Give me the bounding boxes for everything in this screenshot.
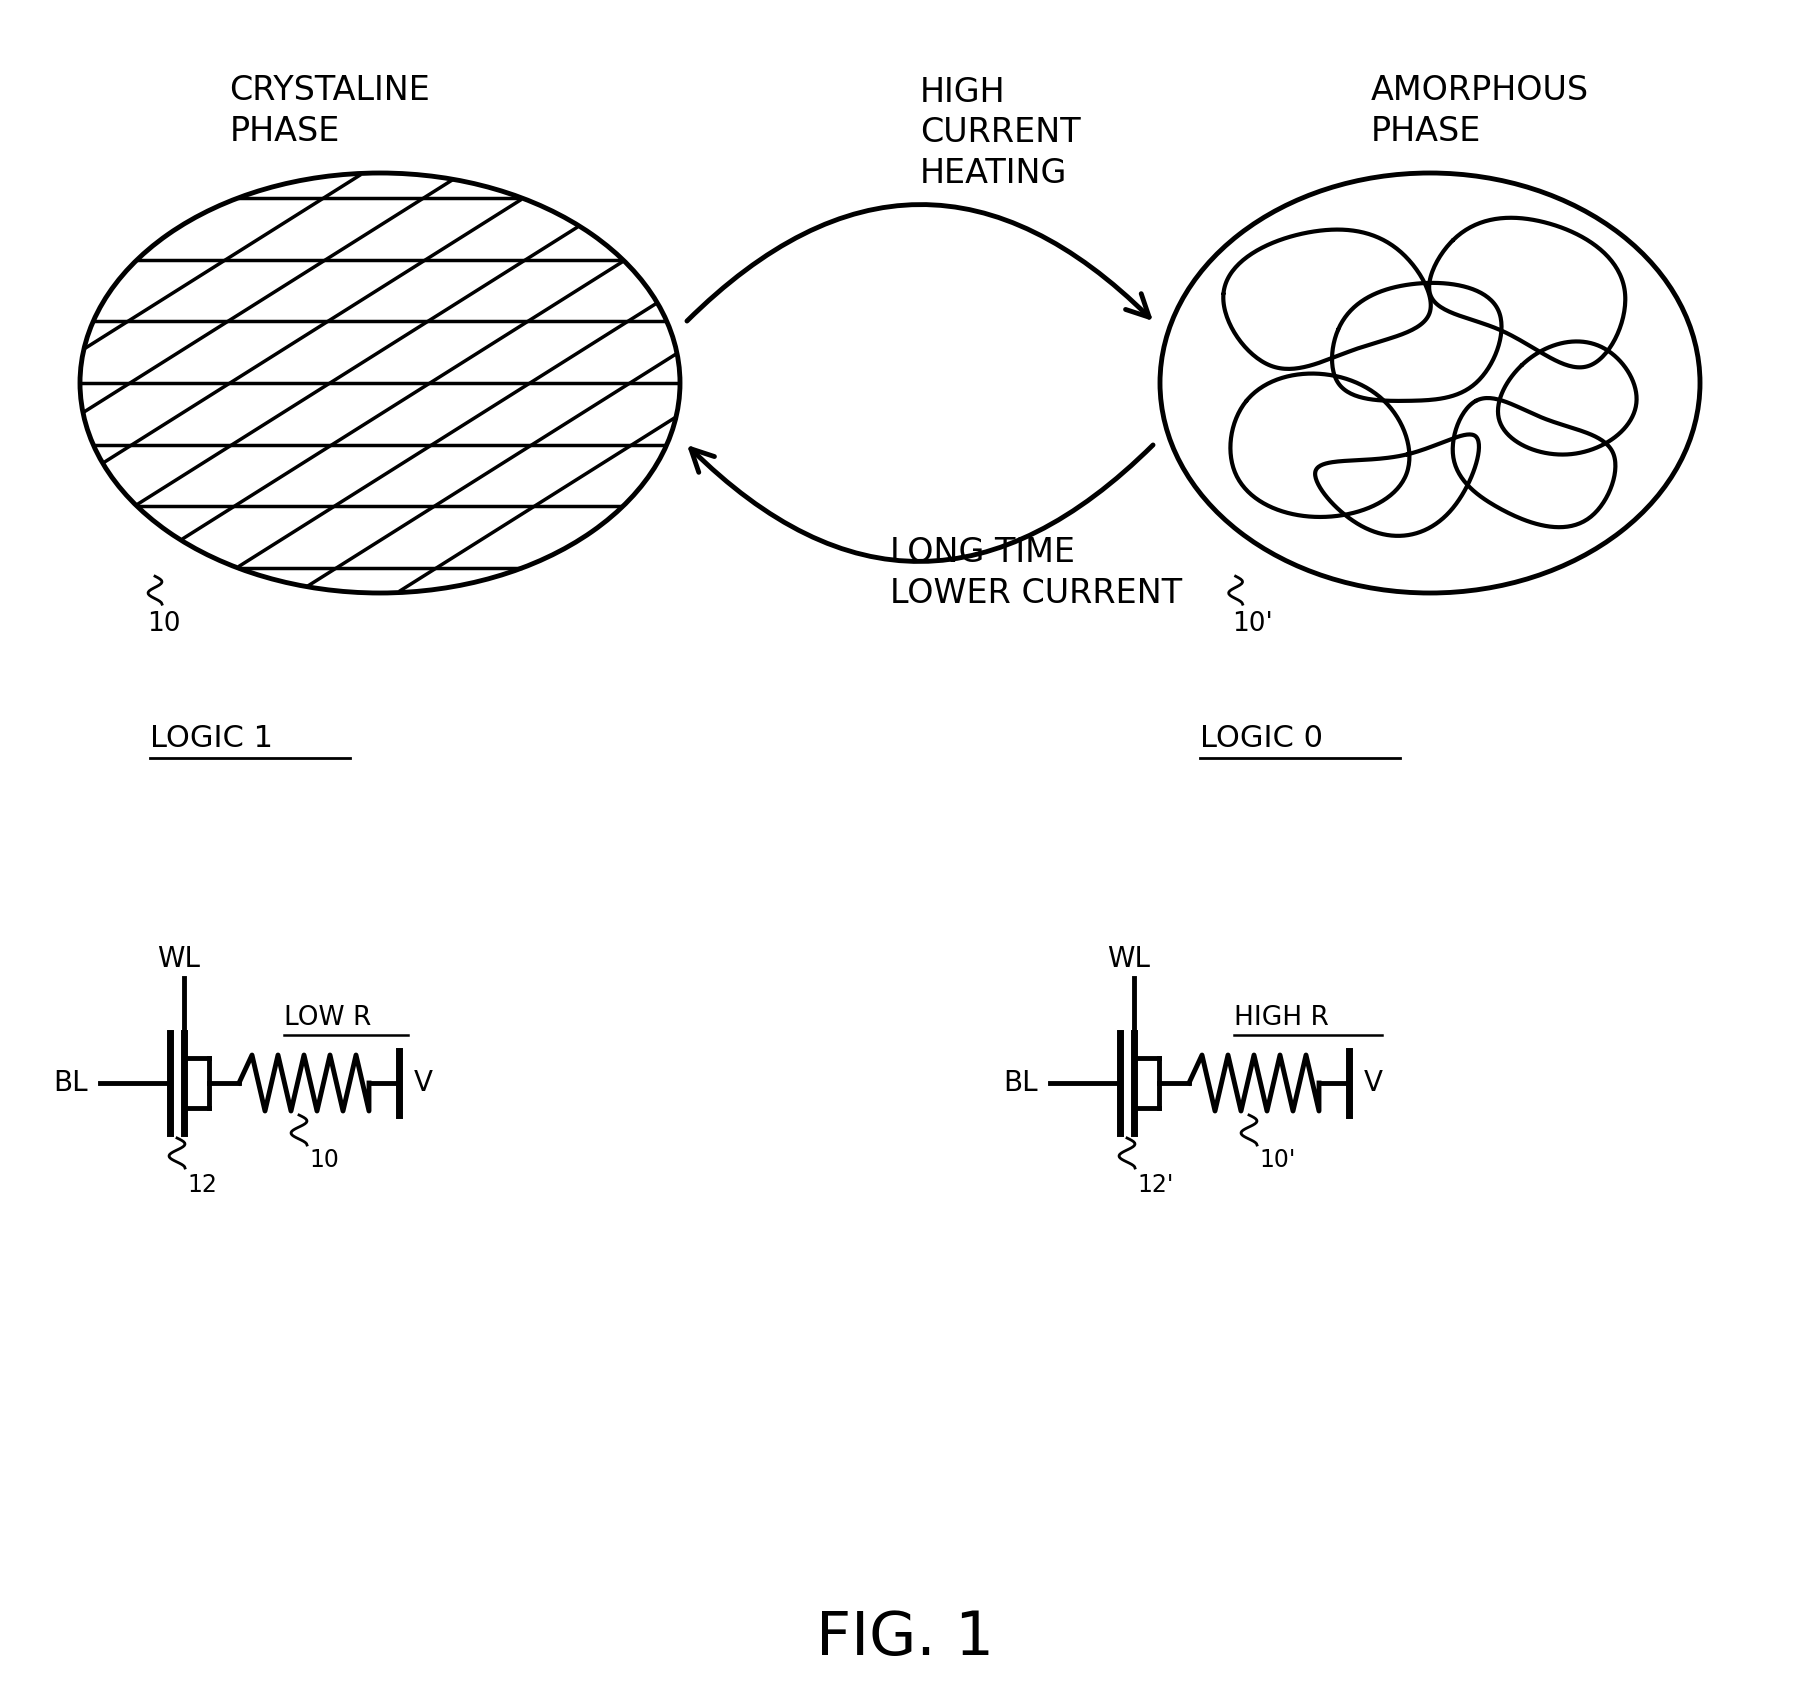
Text: V: V: [1365, 1069, 1383, 1097]
Text: V: V: [414, 1069, 433, 1097]
Text: AMORPHOUS
PHASE: AMORPHOUS PHASE: [1370, 75, 1589, 148]
Text: WL: WL: [1108, 945, 1151, 972]
Text: HIGH
CURRENT
HEATING: HIGH CURRENT HEATING: [919, 75, 1081, 191]
Text: 12': 12': [1137, 1173, 1173, 1197]
Text: LOGIC 1: LOGIC 1: [150, 724, 273, 753]
Text: LOW R: LOW R: [284, 1005, 371, 1030]
Text: FIG. 1: FIG. 1: [816, 1609, 994, 1667]
Text: 10': 10': [1260, 1148, 1296, 1172]
Text: 12: 12: [186, 1173, 217, 1197]
FancyArrowPatch shape: [688, 204, 1149, 322]
Text: LOGIC 0: LOGIC 0: [1200, 724, 1323, 753]
Text: BL: BL: [1003, 1069, 1037, 1097]
Text: CRYSTALINE
PHASE: CRYSTALINE PHASE: [230, 75, 431, 148]
Text: BL: BL: [52, 1069, 89, 1097]
Text: LONG TIME
LOWER CURRENT: LONG TIME LOWER CURRENT: [891, 536, 1182, 610]
Text: WL: WL: [157, 945, 201, 972]
Text: HIGH R: HIGH R: [1234, 1005, 1329, 1030]
FancyArrowPatch shape: [691, 444, 1153, 562]
Text: 10: 10: [147, 611, 181, 637]
Text: 10': 10': [1233, 611, 1274, 637]
Text: 10: 10: [310, 1148, 338, 1172]
